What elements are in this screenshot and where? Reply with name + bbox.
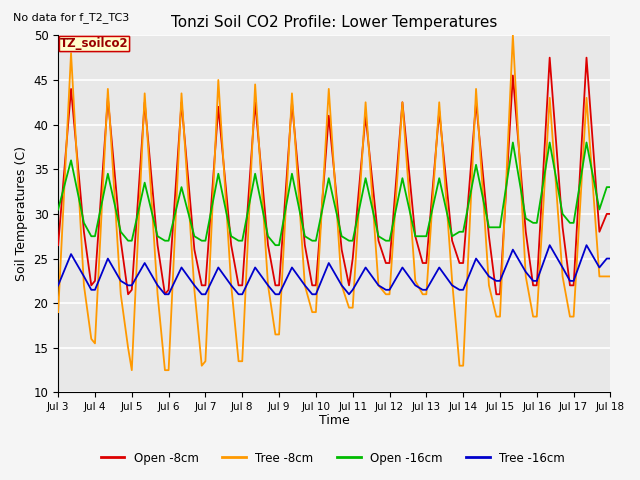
Text: No data for f_T2_TC3: No data for f_T2_TC3 xyxy=(13,12,129,23)
Legend: Open -8cm, Tree -8cm, Open -16cm, Tree -16cm: Open -8cm, Tree -8cm, Open -16cm, Tree -… xyxy=(96,447,570,469)
Legend:  xyxy=(59,36,129,51)
Y-axis label: Soil Temperatures (C): Soil Temperatures (C) xyxy=(15,146,28,281)
X-axis label: Time: Time xyxy=(319,414,349,427)
Title: Tonzi Soil CO2 Profile: Lower Temperatures: Tonzi Soil CO2 Profile: Lower Temperatur… xyxy=(171,15,497,30)
